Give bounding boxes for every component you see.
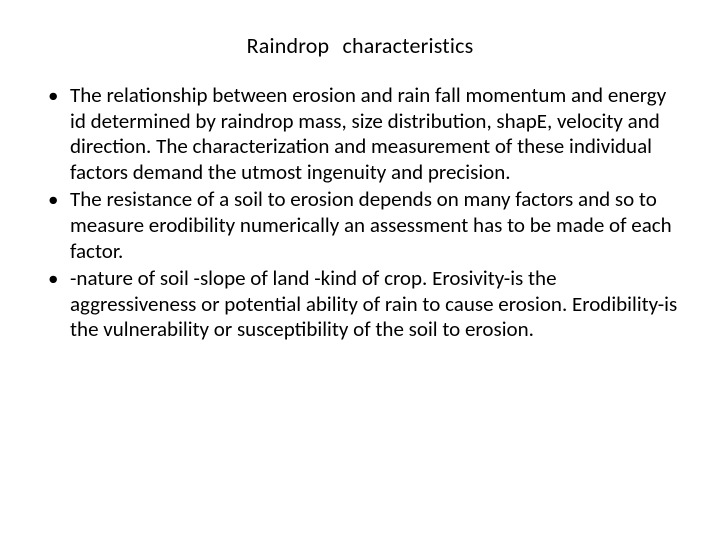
slide-body-list: The relationship between erosion and rai…	[30, 83, 690, 343]
slide: Raindrop characteristics The relationshi…	[0, 0, 720, 540]
list-item: -nature of soil -slope of land -kind of …	[54, 266, 680, 343]
list-item: The resistance of a soil to erosion depe…	[54, 187, 680, 264]
list-item: The relationship between erosion and rai…	[54, 83, 680, 185]
slide-title: Raindrop characteristics	[30, 32, 690, 59]
